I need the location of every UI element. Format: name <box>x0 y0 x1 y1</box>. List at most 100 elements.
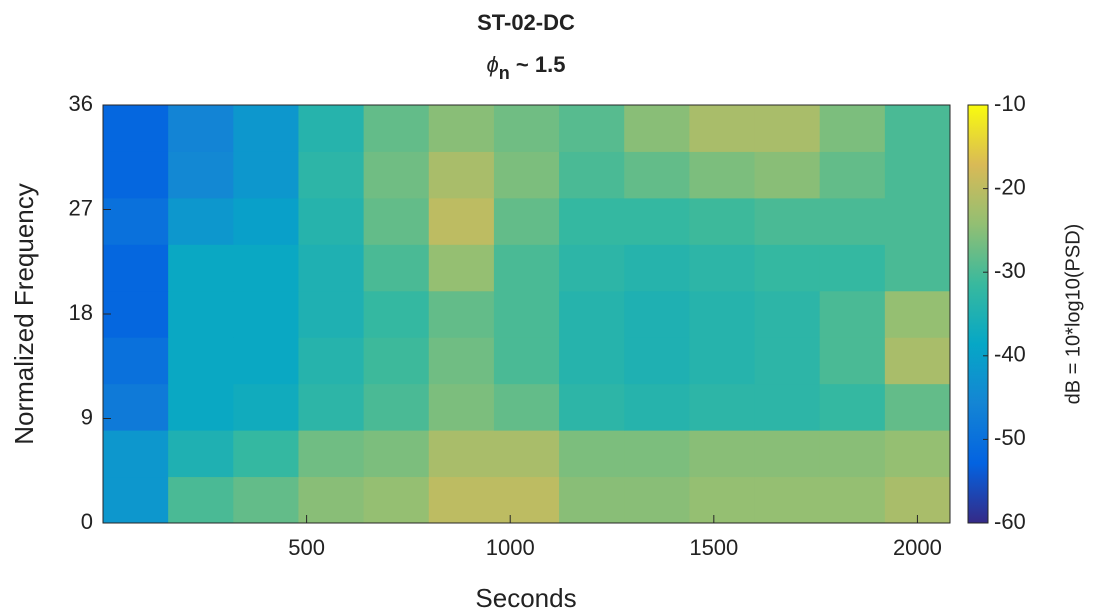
heatmap-cell <box>103 105 169 152</box>
heatmap-cell <box>559 476 625 524</box>
heatmap-cell <box>559 197 625 245</box>
heatmap-cell <box>168 197 234 245</box>
heatmap-cell <box>884 151 951 199</box>
heatmap-cell <box>168 105 234 152</box>
heatmap-cell <box>493 105 560 152</box>
y-tick-label: 18 <box>69 300 93 325</box>
heatmap-cell <box>493 337 560 385</box>
heatmap-cell <box>233 337 299 385</box>
heatmap-cell <box>819 151 886 199</box>
heatmap-cell <box>428 197 495 245</box>
heatmap-cell <box>428 244 495 292</box>
heatmap-cell <box>428 476 495 524</box>
heatmap-cell <box>168 151 234 199</box>
heatmap-cell <box>689 476 756 524</box>
heatmap-cell <box>689 383 756 431</box>
heatmap-cell <box>819 383 886 431</box>
heatmap-cell <box>559 244 625 292</box>
heatmap-cell <box>624 383 690 431</box>
heatmap-cell <box>493 244 560 292</box>
heatmap-cell <box>168 290 234 338</box>
heatmap-cell <box>168 383 234 431</box>
heatmap-cell <box>754 290 821 338</box>
heatmap-cell <box>624 476 690 524</box>
heatmap-cell <box>428 290 495 338</box>
y-axis-label: Normalized Frequency <box>9 183 39 445</box>
heatmap-cell <box>754 244 821 292</box>
y-tick-label: 36 <box>69 91 93 116</box>
heatmap-cell <box>168 337 234 385</box>
heatmap-cell <box>168 244 234 292</box>
heatmap-cell <box>819 476 886 524</box>
heatmap-cell <box>819 197 886 245</box>
heatmap-cell <box>363 151 430 199</box>
heatmap-cell <box>233 476 299 524</box>
heatmap-cell <box>298 337 365 385</box>
x-axis-label: Seconds <box>475 583 576 613</box>
heatmap-cell <box>884 105 951 152</box>
heatmap-cell <box>298 476 365 524</box>
heatmap-cell <box>493 476 560 524</box>
heatmap-cell <box>559 290 625 338</box>
heatmap-cell <box>428 105 495 152</box>
heatmap-cell <box>819 337 886 385</box>
heatmap-cell <box>559 383 625 431</box>
heatmap-cell <box>103 476 169 524</box>
heatmap-cell <box>754 476 821 524</box>
heatmap-cell <box>689 197 756 245</box>
heatmap-cell <box>428 430 495 478</box>
heatmap-cell <box>363 337 430 385</box>
heatmap-cell <box>363 290 430 338</box>
x-tick-label: 1000 <box>486 535 535 560</box>
chart-title: ST-02-DC <box>477 10 575 35</box>
x-tick-label: 500 <box>288 535 325 560</box>
y-tick-label: 0 <box>81 509 93 534</box>
heatmap-cell <box>884 337 951 385</box>
colorbar <box>967 104 989 524</box>
heatmap-cell <box>624 105 690 152</box>
heatmap-cell <box>363 244 430 292</box>
heatmap-cell <box>624 244 690 292</box>
heatmap-cell <box>754 337 821 385</box>
heatmap-cell <box>559 337 625 385</box>
heatmap-cell <box>754 430 821 478</box>
heatmap-cell <box>819 105 886 152</box>
heatmap-cell <box>298 105 365 152</box>
heatmap-cell <box>493 430 560 478</box>
heatmap-cell <box>884 430 951 478</box>
heatmap-cell <box>689 290 756 338</box>
heatmap-cell <box>689 244 756 292</box>
heatmap-cell <box>103 151 169 199</box>
heatmap-cell <box>103 430 169 478</box>
chart-subtitle: ϕn ~ 1.5 <box>487 52 566 83</box>
heatmap-cell <box>233 383 299 431</box>
heatmap-cell <box>298 244 365 292</box>
heatmap-cell <box>298 151 365 199</box>
heatmap-cell <box>624 290 690 338</box>
heatmap-cell <box>298 290 365 338</box>
heatmap-cell <box>689 105 756 152</box>
subtitle-part: ~ 1.5 <box>510 52 566 77</box>
colorbar-tick-label: -50 <box>994 425 1026 450</box>
heatmap-cell <box>493 383 560 431</box>
heatmap-cell <box>233 430 299 478</box>
heatmap-cell <box>754 105 821 152</box>
heatmap-cell <box>819 244 886 292</box>
colorbar-tick-label: -60 <box>994 509 1026 534</box>
heatmap-cell <box>884 197 951 245</box>
heatmap-cell <box>884 383 951 431</box>
heatmap-cell <box>363 476 430 524</box>
heatmap-cell <box>233 105 299 152</box>
heatmap-cell <box>233 244 299 292</box>
colorbar-tick-label: -10 <box>994 91 1026 116</box>
heatmap-cell <box>103 290 169 338</box>
heatmap-cell <box>884 290 951 338</box>
heatmap-cell <box>689 430 756 478</box>
heatmap-cell <box>363 197 430 245</box>
heatmap-cell <box>689 151 756 199</box>
heatmap-cell <box>103 383 169 431</box>
heatmap-cell <box>168 476 234 524</box>
heatmap-cell <box>819 290 886 338</box>
colorbar-tick-label: -30 <box>994 258 1026 283</box>
